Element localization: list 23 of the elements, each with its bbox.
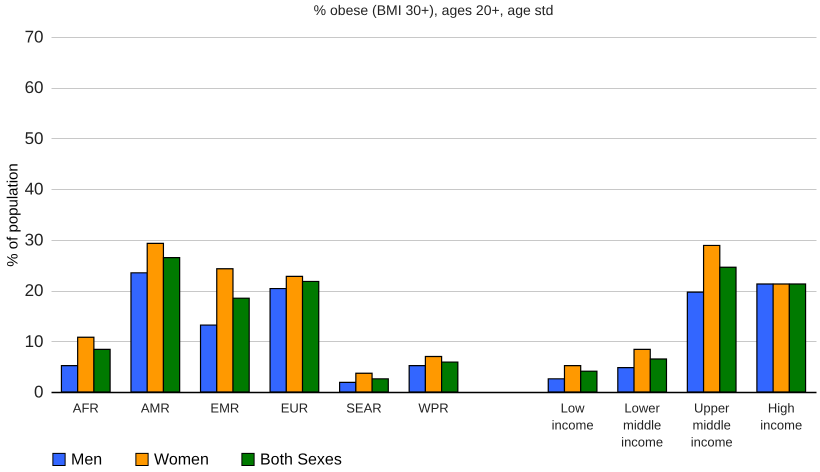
x-tick-label: SEAR bbox=[346, 400, 382, 416]
y-tick-label: 30 bbox=[24, 230, 44, 250]
x-tick-label: Upper middle income bbox=[690, 400, 733, 450]
y-tick-label: 40 bbox=[24, 180, 44, 199]
y-tick-label: 50 bbox=[24, 128, 44, 148]
x-tick-label: Low income bbox=[552, 400, 594, 432]
x-tick-label: AFR bbox=[72, 400, 99, 416]
legend-label: Women bbox=[154, 451, 209, 468]
y-tick-label: 10 bbox=[24, 332, 44, 351]
x-tick-label: WPR bbox=[418, 400, 449, 416]
chart-title: % obese (BMI 30+), ages 20+, age std bbox=[314, 2, 554, 18]
x-tick-label: EMR bbox=[210, 400, 240, 416]
y-tick-label: 20 bbox=[24, 281, 44, 300]
legend-label: Men bbox=[71, 451, 102, 468]
x-tick-label: EUR bbox=[280, 400, 308, 416]
legend-label: Both Sexes bbox=[260, 451, 342, 468]
y-tick-label: 0 bbox=[34, 382, 44, 402]
x-tick-label: High income bbox=[760, 400, 802, 432]
x-tick-label: AMR bbox=[140, 400, 170, 416]
y-tick-label: 60 bbox=[24, 78, 44, 98]
y-axis-title: % of population bbox=[4, 163, 22, 267]
x-tick-label: Lower middle income bbox=[621, 400, 664, 450]
y-tick-label: 70 bbox=[24, 28, 44, 46]
